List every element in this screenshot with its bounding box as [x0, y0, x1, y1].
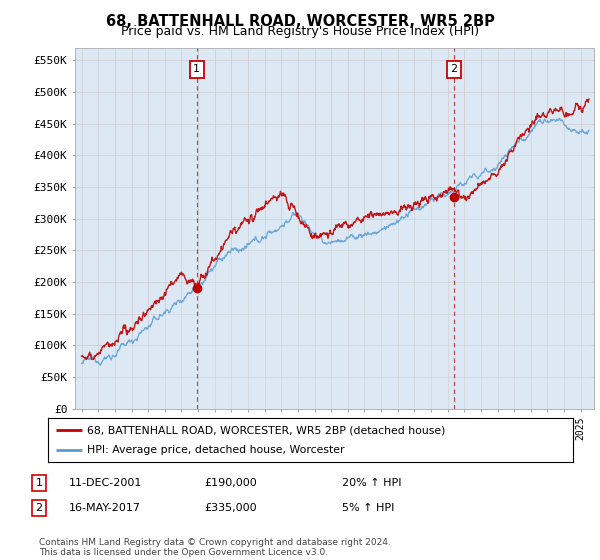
Text: £335,000: £335,000: [204, 503, 257, 513]
Text: 5% ↑ HPI: 5% ↑ HPI: [342, 503, 394, 513]
Text: Contains HM Land Registry data © Crown copyright and database right 2024.
This d: Contains HM Land Registry data © Crown c…: [39, 538, 391, 557]
Text: Price paid vs. HM Land Registry's House Price Index (HPI): Price paid vs. HM Land Registry's House …: [121, 25, 479, 38]
Text: £190,000: £190,000: [204, 478, 257, 488]
Text: 2: 2: [450, 64, 457, 74]
Text: 1: 1: [35, 478, 43, 488]
Text: 68, BATTENHALL ROAD, WORCESTER, WR5 2BP (detached house): 68, BATTENHALL ROAD, WORCESTER, WR5 2BP …: [88, 425, 446, 435]
Text: 1: 1: [193, 64, 200, 74]
Text: HPI: Average price, detached house, Worcester: HPI: Average price, detached house, Worc…: [88, 445, 345, 455]
Text: 20% ↑ HPI: 20% ↑ HPI: [342, 478, 401, 488]
Text: 2: 2: [35, 503, 43, 513]
Text: 16-MAY-2017: 16-MAY-2017: [69, 503, 141, 513]
Text: 11-DEC-2001: 11-DEC-2001: [69, 478, 142, 488]
Text: 68, BATTENHALL ROAD, WORCESTER, WR5 2BP: 68, BATTENHALL ROAD, WORCESTER, WR5 2BP: [106, 14, 494, 29]
